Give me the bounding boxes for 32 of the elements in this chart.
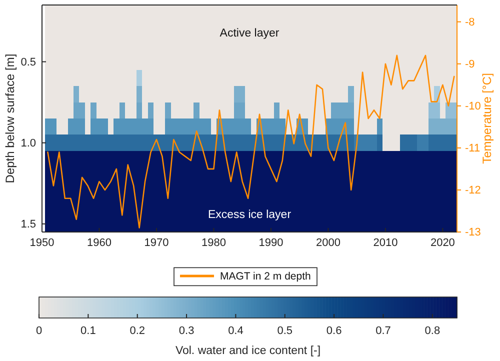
y-tick-label: 1.0 xyxy=(20,137,36,150)
y-axis-title: Depth below surface [m] xyxy=(3,54,17,184)
y-tick-label: 1.5 xyxy=(20,218,36,230)
y2-axis-title: Temperature [°C] xyxy=(480,73,494,164)
x-tick-label: 1960 xyxy=(87,236,112,249)
x-tick-label: 1990 xyxy=(258,236,284,249)
color-bar-label: 0.7 xyxy=(376,324,391,337)
x-tick-label: 1970 xyxy=(144,236,169,249)
color-bar-title: Vol. water and ice content [-] xyxy=(175,345,321,357)
color-bar-label: 0 xyxy=(36,324,42,337)
annotation: Active layer xyxy=(220,27,280,40)
color-bar-label: 0.3 xyxy=(178,324,194,337)
x-tick-label: 1950 xyxy=(30,236,54,249)
color-bar-label: 0.1 xyxy=(80,324,96,337)
color-bar-label: 0.4 xyxy=(228,324,244,337)
y-tick-label: 0.5 xyxy=(20,56,36,68)
y2-tick-label: -10 xyxy=(465,100,481,112)
annotation: Excess ice layer xyxy=(208,208,292,221)
x-tick-label: 2000 xyxy=(316,236,340,249)
y2-tick-label: -13 xyxy=(465,226,481,239)
x-tick-label: 1980 xyxy=(201,236,226,249)
y2-tick-label: -11 xyxy=(465,142,480,154)
x-tick-label: 2020 xyxy=(430,236,455,249)
color-bar-label: 0.6 xyxy=(326,324,342,337)
y2-tick-label: -8 xyxy=(465,16,475,28)
x-tick-label: 2010 xyxy=(373,236,398,249)
y2-tick-label: -9 xyxy=(465,58,475,70)
color-bar-label: 0.8 xyxy=(424,324,440,337)
color-bar-label: 0.5 xyxy=(277,324,293,337)
legend-label: MAGT in 2 m depth xyxy=(220,270,312,283)
y2-tick-label: -12 xyxy=(465,184,481,196)
color-bar-label: 0.2 xyxy=(130,324,145,337)
